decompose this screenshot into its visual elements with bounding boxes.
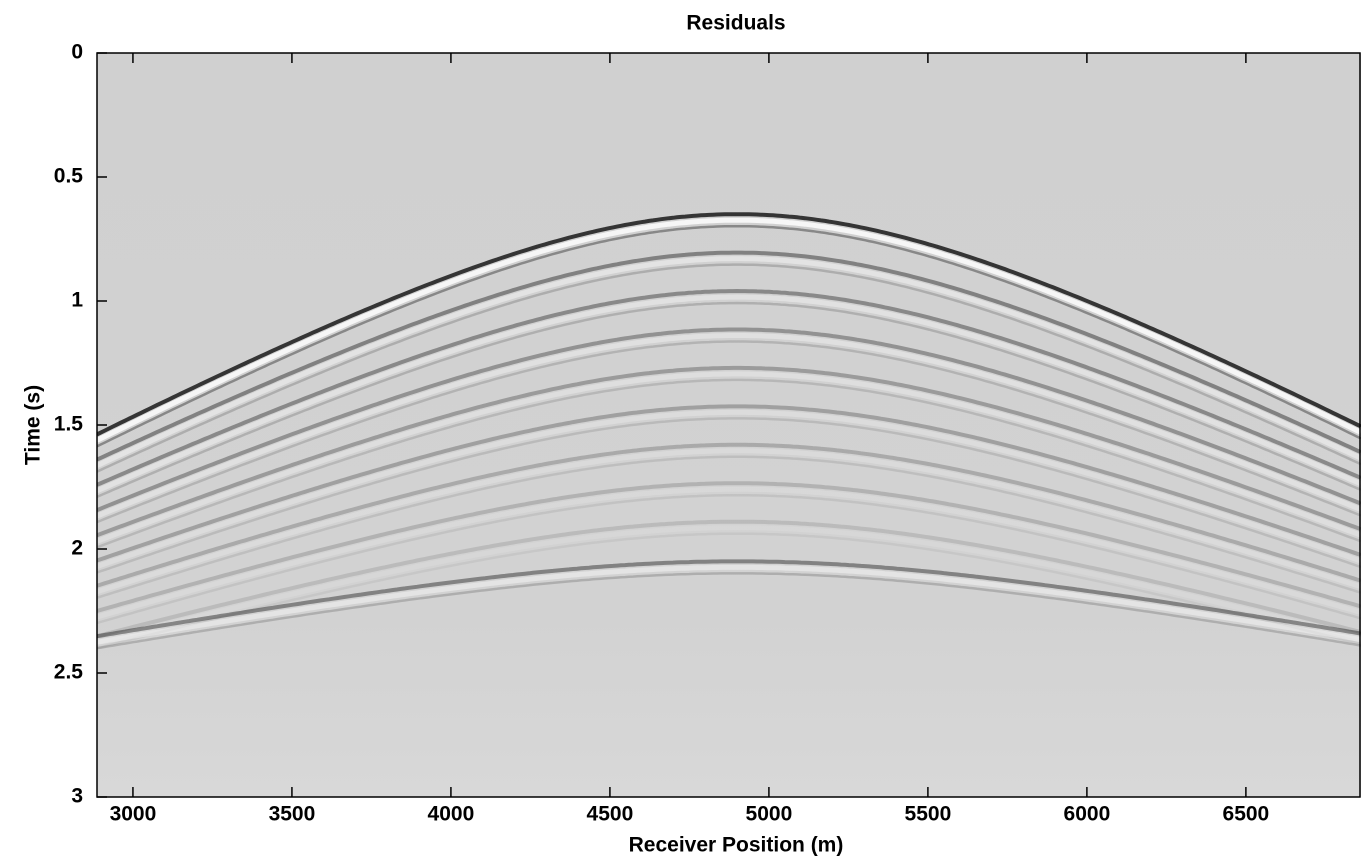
wave-trough bbox=[97, 212, 1361, 437]
wave-trough bbox=[97, 263, 1361, 473]
wave-trough bbox=[97, 417, 1361, 574]
wavefield bbox=[97, 212, 1361, 650]
image-background bbox=[97, 53, 1361, 797]
wave-trough bbox=[97, 519, 1361, 639]
y-tick-label: 0.5 bbox=[54, 165, 84, 188]
wave-trough bbox=[97, 481, 1361, 613]
wave-trough bbox=[97, 365, 1361, 538]
wave-peak bbox=[97, 294, 1361, 494]
wave-peak bbox=[97, 448, 1361, 595]
wave-trough bbox=[97, 378, 1361, 549]
y-tick-label: 0 bbox=[71, 41, 83, 64]
x-tick-label: 4000 bbox=[428, 803, 475, 826]
x-tick-label: 3500 bbox=[269, 803, 316, 826]
wave-trough bbox=[97, 327, 1361, 512]
x-tick-label: 6500 bbox=[1223, 803, 1270, 826]
x-axis-label: Receiver Position (m) bbox=[629, 834, 844, 857]
x-tick-label: 5500 bbox=[905, 803, 952, 826]
wave-trough bbox=[97, 301, 1361, 498]
wave-peak bbox=[97, 371, 1361, 544]
wave-trough bbox=[97, 532, 1361, 650]
wave-peak bbox=[97, 486, 1361, 620]
wave-peak bbox=[97, 333, 1361, 519]
x-tick-label: 3000 bbox=[110, 803, 157, 826]
wave-trough bbox=[97, 572, 1361, 650]
wave-trough bbox=[97, 455, 1361, 599]
wave-peak bbox=[97, 564, 1361, 645]
y-tick-label: 2 bbox=[71, 537, 83, 560]
wave-peak bbox=[97, 409, 1361, 569]
wave-trough bbox=[97, 250, 1361, 462]
wave-trough bbox=[97, 340, 1361, 524]
wave-peak bbox=[97, 525, 1361, 645]
wave-trough bbox=[97, 404, 1361, 563]
y-tick-label: 2.5 bbox=[54, 661, 84, 684]
chart-title: Residuals bbox=[686, 12, 785, 35]
y-tick-label: 1.5 bbox=[54, 413, 84, 436]
x-tick-label: 4500 bbox=[587, 803, 634, 826]
wave-trough bbox=[97, 288, 1361, 487]
wave-trough bbox=[97, 559, 1361, 639]
x-tick-label: 6000 bbox=[1064, 803, 1111, 826]
y-axis-label: Time (s) bbox=[22, 385, 45, 465]
wave-peak bbox=[97, 256, 1361, 468]
wave-trough bbox=[97, 224, 1361, 448]
wave-trough bbox=[97, 493, 1361, 625]
y-tick-label: 3 bbox=[71, 785, 83, 808]
wave-trough bbox=[97, 442, 1361, 588]
wave-peak bbox=[97, 217, 1361, 443]
x-tick-label: 5000 bbox=[746, 803, 793, 826]
y-tick-label: 1 bbox=[71, 289, 83, 312]
